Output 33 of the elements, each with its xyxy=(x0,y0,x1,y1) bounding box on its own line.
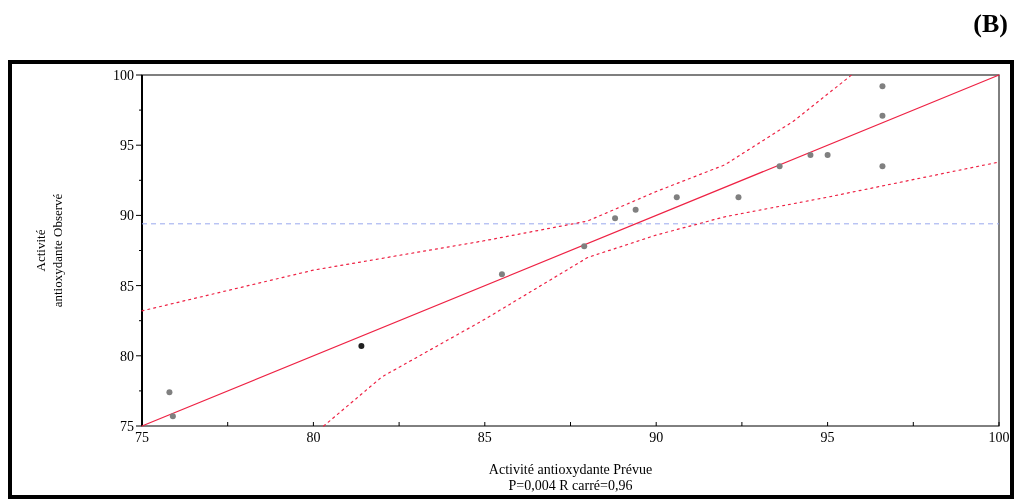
point xyxy=(166,389,173,396)
point xyxy=(879,112,886,119)
text: P=0,004 R carré=0,96 xyxy=(508,478,633,493)
line-series xyxy=(323,161,1000,427)
point xyxy=(358,342,365,349)
point xyxy=(776,163,783,170)
line-series xyxy=(141,74,853,312)
y-tick-label: 95 xyxy=(120,138,134,154)
x-tick-label: 90 xyxy=(649,430,664,445)
point xyxy=(879,163,886,170)
point xyxy=(581,243,588,250)
point xyxy=(673,194,680,201)
y-axis-title: Activité antioxydante Observé xyxy=(33,193,65,308)
x-tick-label: 100 xyxy=(988,430,1010,445)
x-tick-label: 80 xyxy=(306,430,321,445)
point xyxy=(632,206,639,213)
y-tick-label: 75 xyxy=(120,418,134,434)
y-tick-label: 90 xyxy=(120,208,134,224)
x-tick-label: 85 xyxy=(477,430,492,445)
point xyxy=(169,413,176,420)
x-tick-label: 95 xyxy=(820,430,835,445)
point xyxy=(612,215,619,222)
point xyxy=(879,83,886,90)
x-tick-label: 75 xyxy=(135,430,149,445)
point xyxy=(498,271,505,278)
y-tick-label: 85 xyxy=(120,278,134,294)
x-axis-title: Activité antioxydante Prévue xyxy=(488,462,653,477)
text: (B) xyxy=(973,9,1008,38)
point xyxy=(824,152,831,159)
y-tick-label: 80 xyxy=(120,348,134,364)
point xyxy=(735,194,742,201)
y-tick-label: 100 xyxy=(113,67,134,83)
point xyxy=(807,152,814,159)
